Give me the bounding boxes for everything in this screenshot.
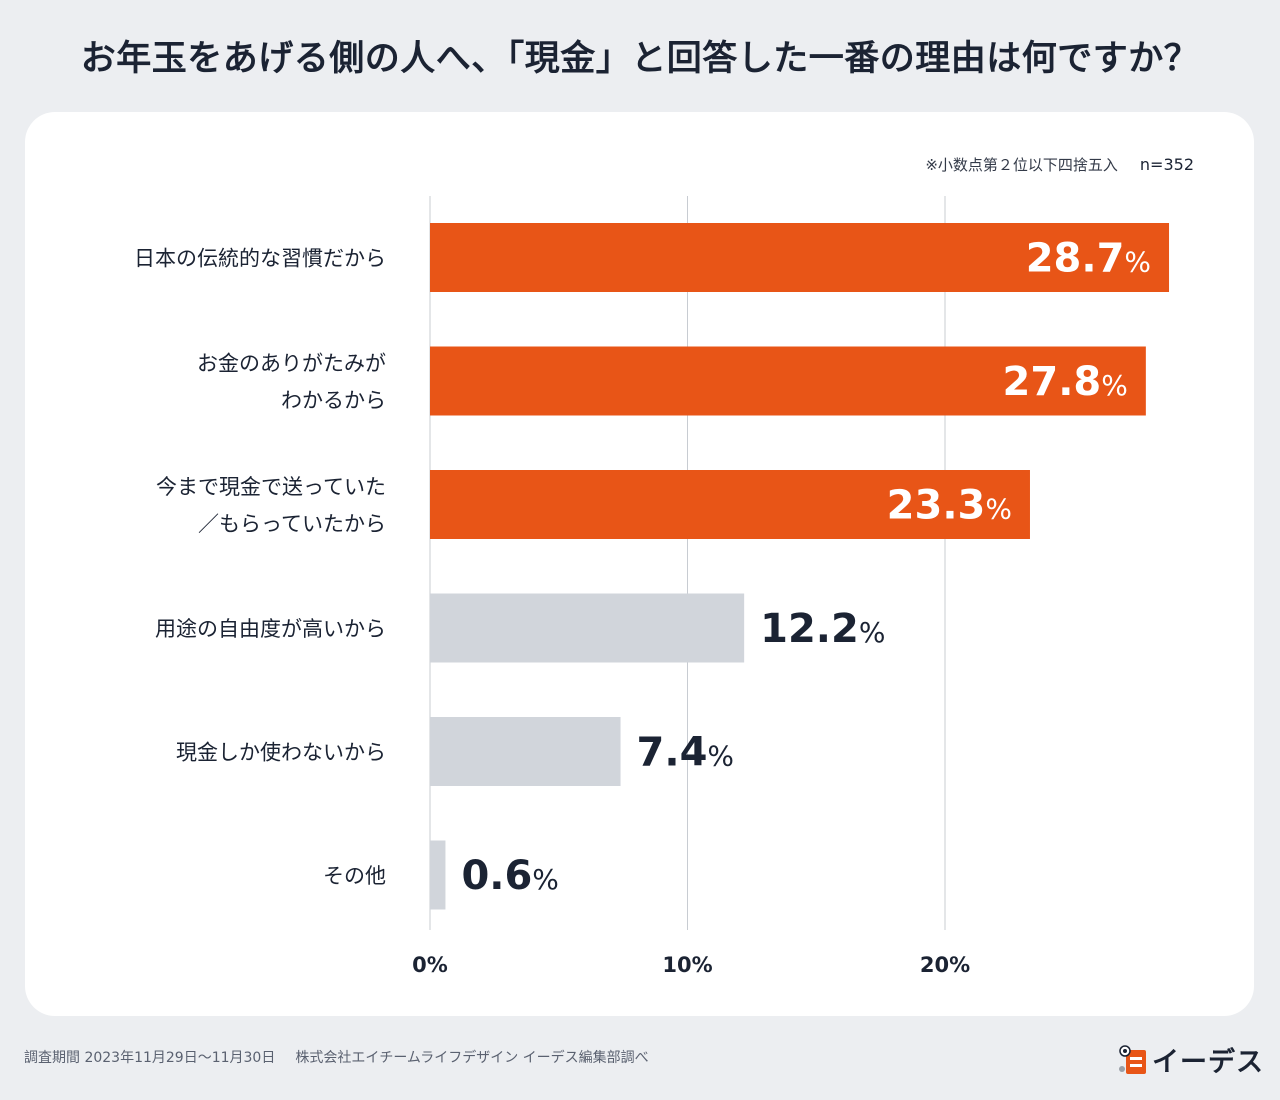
category-label-0: 日本の伝統的な習慣だから [134,247,386,271]
value-label-5: 0.6% [461,853,558,899]
chart-title: お年玉をあげる側の人へ、「現金」と回答した一番の理由は何ですか？ [80,39,1200,79]
logo-text: イーデス [1152,1047,1264,1078]
bar-0 [430,223,1170,292]
survey-period: 調査期間 2023年11月29日〜11月30日 [24,1050,276,1066]
category-label-2: 今まで現金で送っていた／もらっていたから [156,475,386,536]
bar-5 [430,840,446,910]
x-tick-label-0: 0% [412,953,448,977]
chart-note: ※小数点第２位以下四捨五入 n=352 [925,154,1194,175]
rounding-note: ※小数点第２位以下四捨五入 [925,156,1118,174]
value-label-4: 7.4% [637,730,734,776]
value-label-1: 27.8% [1003,359,1128,405]
value-label-2: 23.3% [887,483,1012,529]
category-label-4: 現金しか使わないから [176,741,386,765]
bar-3 [430,593,745,663]
category-label-1: お金のありがたみがわかるから [197,352,386,413]
value-label-0: 28.7% [1026,236,1151,282]
sample-size: n=352 [1139,155,1194,174]
brand-logo: イーデス [1118,1040,1264,1079]
footer: 調査期間 2023年11月29日〜11月30日 株式会社エイチームライフデザイン … [24,1047,669,1067]
category-label-3: 用途の自由度が高いから [155,617,386,641]
bar-4 [430,717,621,786]
value-label-3: 12.2% [760,606,885,652]
x-tick-label-1: 10% [662,953,712,977]
x-tick-label-2: 20% [920,953,970,977]
category-label-5: その他 [323,864,386,888]
bar-2 [430,470,1030,539]
owl-icon [1119,1044,1146,1074]
survey-source: 株式会社エイチームライフデザイン イーデス編集部調べ [295,1050,649,1066]
bar-1 [430,346,1146,416]
